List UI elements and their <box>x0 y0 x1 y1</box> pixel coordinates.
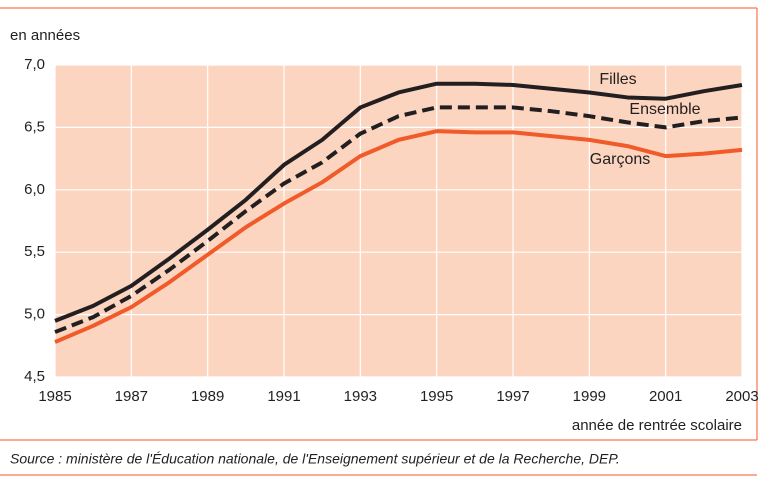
series-label: Garçons <box>590 151 650 168</box>
y-tick-label: 7,0 <box>24 56 45 73</box>
y-tick-label: 6,0 <box>24 181 45 198</box>
y-axis-title: en années <box>10 27 80 44</box>
series-line <box>54 129 743 344</box>
series-label: Ensemble <box>629 101 700 118</box>
x-axis-title: année de rentrée scolaire <box>572 417 742 434</box>
x-tick-label: 1989 <box>191 388 224 405</box>
x-tick-label: 1985 <box>38 388 71 405</box>
x-tick-label: 1997 <box>496 388 529 405</box>
x-tick-label: 1987 <box>115 388 148 405</box>
x-tick-label: 1993 <box>344 388 377 405</box>
x-tick-label: 1999 <box>573 388 606 405</box>
x-tick-label: 2001 <box>649 388 682 405</box>
series-line <box>54 81 743 323</box>
series-label: Filles <box>599 71 636 88</box>
source: Source : ministère de l'Éducation nation… <box>10 451 620 467</box>
x-tick-label: 1995 <box>420 388 453 405</box>
y-tick-label: 5,0 <box>24 306 45 323</box>
y-tick-label: 5,5 <box>24 243 45 260</box>
y-tick-label: 4,5 <box>24 368 45 385</box>
x-tick-label: 2003 <box>725 388 758 405</box>
series-line <box>54 105 743 334</box>
x-tick-label: 1991 <box>267 388 300 405</box>
y-tick-label: 6,5 <box>24 118 45 135</box>
